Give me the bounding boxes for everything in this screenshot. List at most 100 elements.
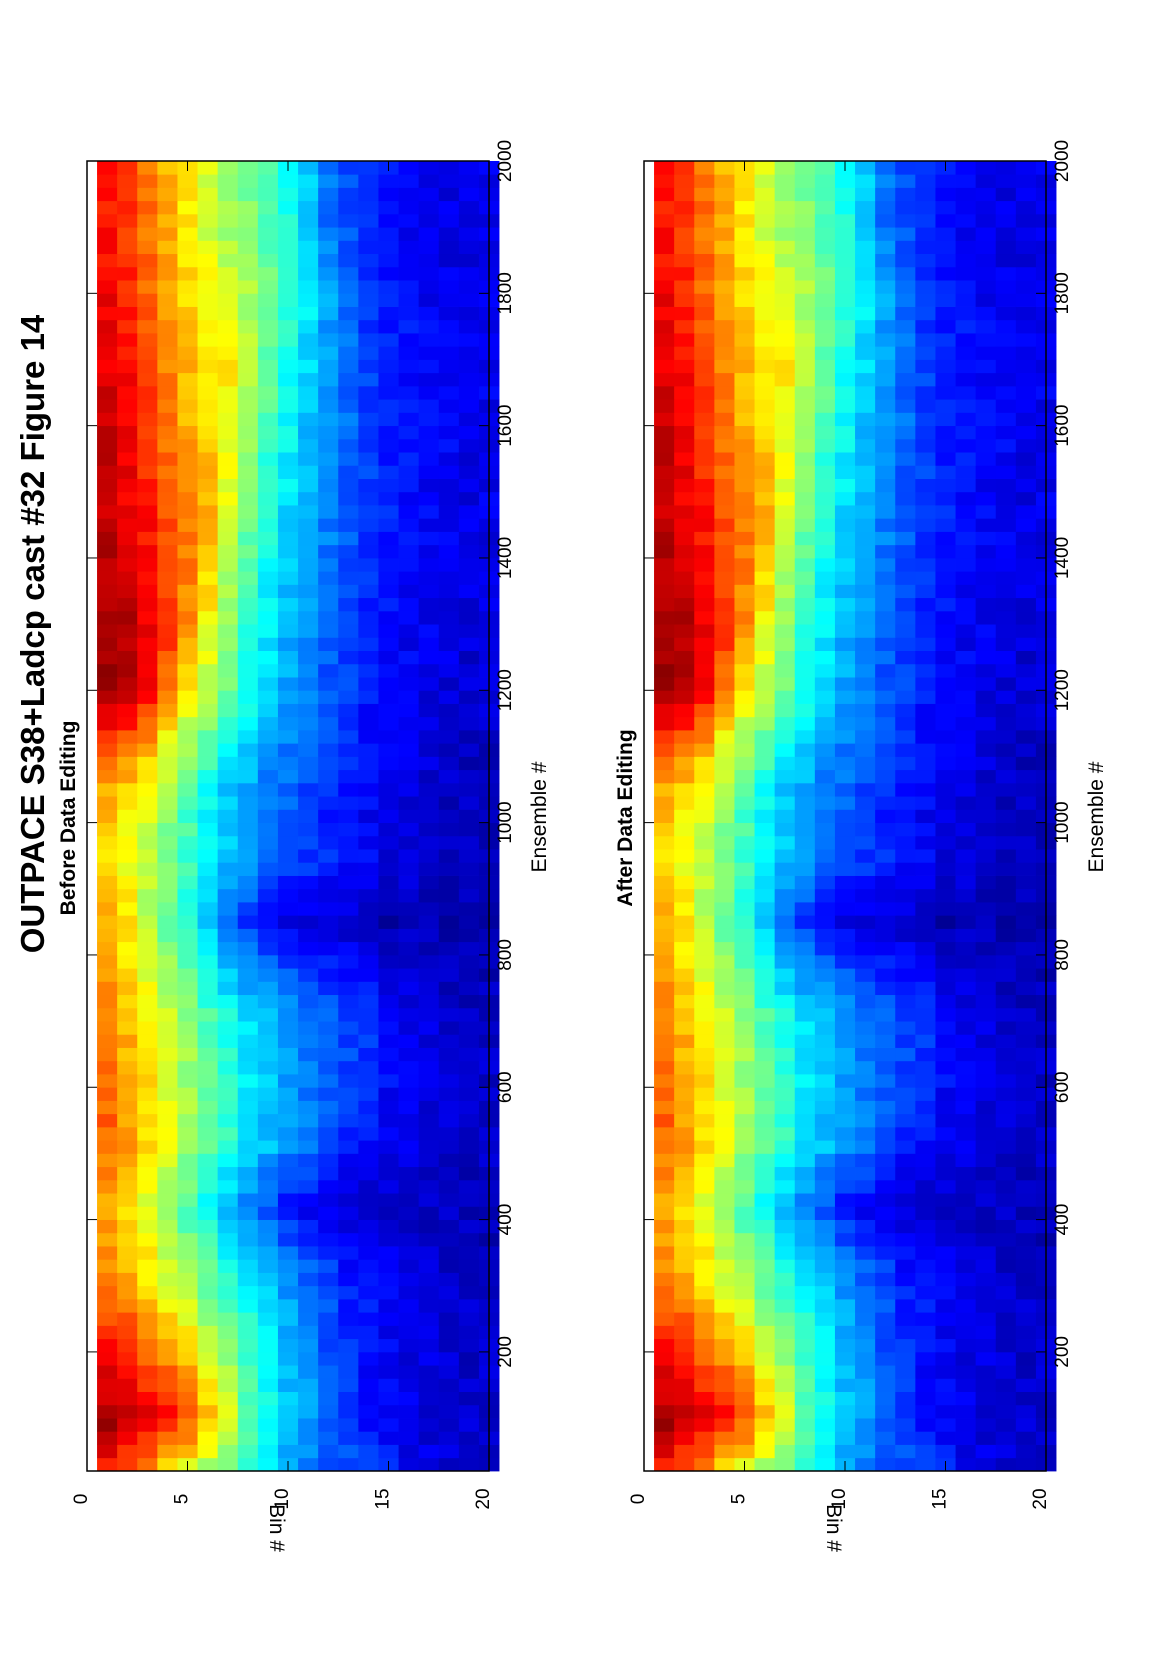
heatmap-cell: [794, 915, 816, 929]
panel-after: After Data Editing 200400600800100012001…: [614, 140, 1108, 1552]
heatmap-cell: [257, 624, 279, 638]
heatmap-cell: [955, 557, 977, 572]
heatmap-cell: [935, 1100, 956, 1115]
heatmap-cell: [137, 915, 158, 929]
x-tick-label: 600: [1052, 1071, 1073, 1103]
heatmap-cell: [694, 359, 715, 374]
heatmap-cell: [358, 994, 379, 1009]
heatmap-cell: [298, 1246, 319, 1260]
heatmap-cell: [137, 677, 158, 691]
heatmap-cell: [834, 597, 856, 612]
heatmap-cell: [197, 478, 219, 493]
heatmap-cell: [875, 1232, 896, 1247]
heatmap-cell: [654, 438, 675, 453]
heatmap-cell: [814, 174, 836, 188]
heatmap-cell: [197, 849, 219, 863]
heatmap-cell: [654, 1113, 675, 1128]
heatmap-cell: [774, 1444, 796, 1459]
heatmap-cell: [458, 505, 480, 519]
heatmap-cell: [995, 1074, 1017, 1088]
x-tick-label: 1000: [1052, 801, 1073, 843]
heatmap-cell: [237, 372, 259, 387]
heatmap-cell: [217, 637, 239, 651]
heatmap-cell: [338, 1404, 359, 1419]
heatmap-cell: [915, 690, 936, 704]
heatmap-cell: [358, 385, 379, 400]
heatmap-cell: [338, 1298, 359, 1313]
heatmap-cell: [177, 200, 198, 215]
heatmap-cell: [197, 452, 219, 466]
heatmap-cell: [935, 637, 956, 651]
heatmap-cell: [318, 968, 339, 982]
heatmap-cell: [257, 1166, 279, 1181]
heatmap-cell: [895, 650, 916, 665]
heatmap-cell: [257, 1457, 279, 1472]
heatmap-cell: [694, 1047, 715, 1062]
heatmap-cell: [438, 399, 460, 413]
heatmap-cell: [915, 438, 936, 453]
heatmap-cell: [338, 452, 359, 466]
heatmap-cell: [117, 1087, 138, 1101]
heatmap-cell: [674, 333, 695, 347]
heatmap-cell: [197, 1007, 219, 1022]
heatmap-cell: [654, 571, 675, 585]
heatmap-cell: [117, 849, 138, 863]
heatmap-cell: [654, 968, 675, 982]
heatmap-cell: [257, 981, 279, 996]
heatmap-cell: [654, 1007, 675, 1022]
heatmap-cell: [654, 743, 675, 757]
heatmap-cell: [257, 690, 279, 704]
heatmap-cell: [734, 981, 755, 996]
heatmap-cell: [734, 1325, 755, 1340]
heatmap-cell: [177, 1126, 198, 1141]
heatmap-cell: [157, 240, 178, 255]
heatmap-cell: [875, 372, 896, 387]
heatmap-cell: [237, 729, 259, 744]
heatmap-cell: [794, 835, 816, 850]
heatmap-cell: [438, 465, 460, 479]
heatmap-cell: [298, 902, 319, 916]
heatmap-cell: [774, 1259, 796, 1273]
heatmap-cell: [157, 478, 178, 493]
heatmap-cell: [654, 412, 675, 427]
heatmap-cell: [277, 491, 299, 506]
heatmap-cell: [177, 1179, 198, 1194]
heatmap-cell: [995, 968, 1017, 982]
heatmap-cell: [398, 849, 420, 863]
heatmap-cell: [458, 187, 480, 202]
heatmap-cell: [794, 478, 816, 493]
heatmap-cell: [794, 161, 816, 175]
heatmap-cell: [915, 372, 936, 387]
heatmap-cell: [794, 1325, 816, 1340]
heatmap-cell: [814, 928, 836, 943]
heatmap-cell: [117, 915, 138, 929]
heatmap-cell: [418, 253, 440, 268]
heatmap-cell: [438, 1272, 460, 1287]
heatmap-cell: [714, 240, 735, 255]
heatmap-cell: [955, 849, 977, 863]
heatmap-cell: [694, 425, 715, 440]
heatmap-cell: [338, 968, 359, 982]
heatmap-cell: [1015, 875, 1037, 890]
heatmap-cell: [137, 1351, 158, 1366]
heatmap-cell: [995, 809, 1017, 824]
heatmap-cell: [654, 954, 675, 969]
heatmap-cell: [995, 1444, 1017, 1459]
heatmap-cell: [358, 663, 379, 678]
heatmap-cell: [955, 1034, 977, 1048]
heatmap-cell: [237, 491, 259, 506]
heatmap-cell: [398, 452, 420, 466]
heatmap-cell: [915, 1060, 936, 1075]
heatmap-cell: [418, 1206, 440, 1220]
heatmap-cell: [654, 1325, 675, 1340]
heatmap-cell: [1015, 1365, 1037, 1379]
heatmap-cell: [197, 333, 219, 347]
heatmap-cell: [298, 743, 319, 757]
heatmap-cell: [734, 253, 755, 268]
heatmap-cell: [814, 505, 836, 519]
heatmap-cell: [734, 1365, 755, 1379]
heatmap-cell: [935, 531, 956, 546]
heatmap-cell: [895, 663, 916, 678]
heatmap-cell: [915, 1272, 936, 1287]
heatmap-cell: [217, 1325, 239, 1340]
